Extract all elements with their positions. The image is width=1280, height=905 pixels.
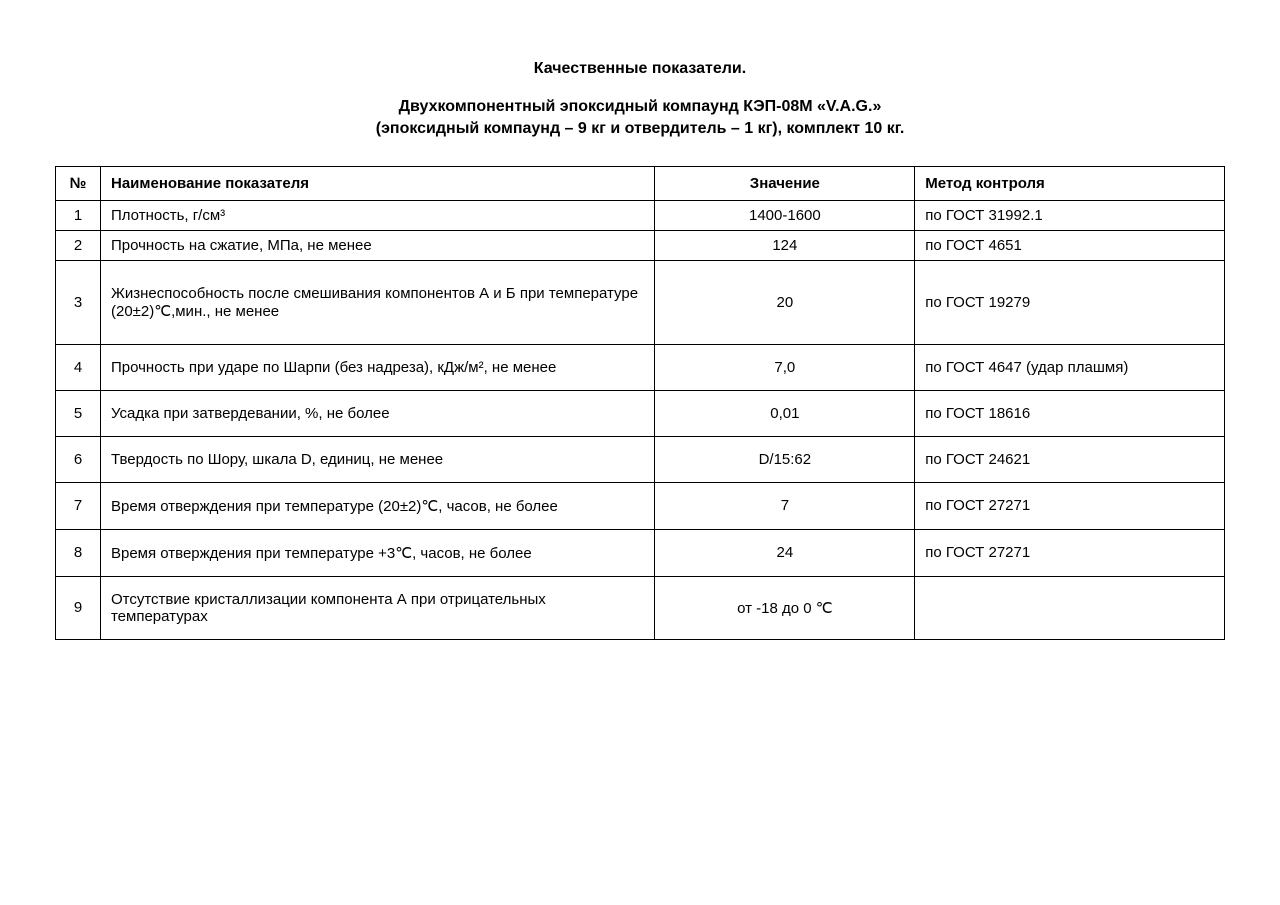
- cell-method: по ГОСТ 19279: [915, 260, 1225, 344]
- cell-value: 1400-1600: [655, 200, 915, 230]
- cell-value: 124: [655, 230, 915, 260]
- cell-method: по ГОСТ 4647 (удар плашмя): [915, 344, 1225, 390]
- subtitle-line-2: (эпоксидный компаунд – 9 кг и отвердител…: [55, 118, 1225, 140]
- cell-num: 2: [56, 230, 101, 260]
- spec-table: № Наименование показателя Значение Метод…: [55, 166, 1225, 640]
- cell-method: по ГОСТ 24621: [915, 436, 1225, 482]
- cell-name: Время отверждения при температуре (20±2)…: [100, 482, 654, 529]
- table-row: 4Прочность при ударе по Шарпи (без надре…: [56, 344, 1225, 390]
- header-method: Метод контроля: [915, 166, 1225, 200]
- title-block: Качественные показатели. Двухкомпонентны…: [55, 60, 1225, 141]
- table-header-row: № Наименование показателя Значение Метод…: [56, 166, 1225, 200]
- cell-num: 3: [56, 260, 101, 344]
- header-value: Значение: [655, 166, 915, 200]
- title-main: Качественные показатели.: [55, 60, 1225, 78]
- cell-name: Прочность на сжатие, МПа, не менее: [100, 230, 654, 260]
- cell-value: 7,0: [655, 344, 915, 390]
- cell-name: Прочность при ударе по Шарпи (без надрез…: [100, 344, 654, 390]
- table-row: 5Усадка при затвердевании, %, не более0,…: [56, 390, 1225, 436]
- table-row: 9Отсутствие кристаллизации компонента А …: [56, 576, 1225, 639]
- cell-value: 7: [655, 482, 915, 529]
- cell-name: Жизнеспособность после смешивания компон…: [100, 260, 654, 344]
- cell-method: по ГОСТ 31992.1: [915, 200, 1225, 230]
- cell-name: Отсутствие кристаллизации компонента А п…: [100, 576, 654, 639]
- cell-value: 0,01: [655, 390, 915, 436]
- header-num: №: [56, 166, 101, 200]
- header-name: Наименование показателя: [100, 166, 654, 200]
- cell-value: D/15:62: [655, 436, 915, 482]
- table-row: 8Время отверждения при температуре +3℃, …: [56, 529, 1225, 576]
- cell-method: по ГОСТ 4651: [915, 230, 1225, 260]
- cell-num: 1: [56, 200, 101, 230]
- cell-name: Плотность, г/см³: [100, 200, 654, 230]
- cell-num: 6: [56, 436, 101, 482]
- table-body: 1Плотность, г/см³1400-1600по ГОСТ 31992.…: [56, 200, 1225, 639]
- cell-method: [915, 576, 1225, 639]
- table-row: 3Жизнеспособность после смешивания компо…: [56, 260, 1225, 344]
- subtitle-line-1: Двухкомпонентный эпоксидный компаунд КЭП…: [55, 96, 1225, 118]
- cell-num: 9: [56, 576, 101, 639]
- cell-method: по ГОСТ 27271: [915, 529, 1225, 576]
- cell-name: Усадка при затвердевании, %, не более: [100, 390, 654, 436]
- cell-value: 20: [655, 260, 915, 344]
- cell-num: 4: [56, 344, 101, 390]
- cell-value: 24: [655, 529, 915, 576]
- table-row: 6Твердость по Шору, шкала D, единиц, не …: [56, 436, 1225, 482]
- cell-num: 7: [56, 482, 101, 529]
- cell-value: от -18 до 0 ℃: [655, 576, 915, 639]
- cell-num: 8: [56, 529, 101, 576]
- cell-name: Время отверждения при температуре +3℃, ч…: [100, 529, 654, 576]
- table-row: 7Время отверждения при температуре (20±2…: [56, 482, 1225, 529]
- cell-method: по ГОСТ 18616: [915, 390, 1225, 436]
- cell-num: 5: [56, 390, 101, 436]
- cell-method: по ГОСТ 27271: [915, 482, 1225, 529]
- cell-name: Твердость по Шору, шкала D, единиц, не м…: [100, 436, 654, 482]
- table-row: 1Плотность, г/см³1400-1600по ГОСТ 31992.…: [56, 200, 1225, 230]
- table-row: 2Прочность на сжатие, МПа, не менее124по…: [56, 230, 1225, 260]
